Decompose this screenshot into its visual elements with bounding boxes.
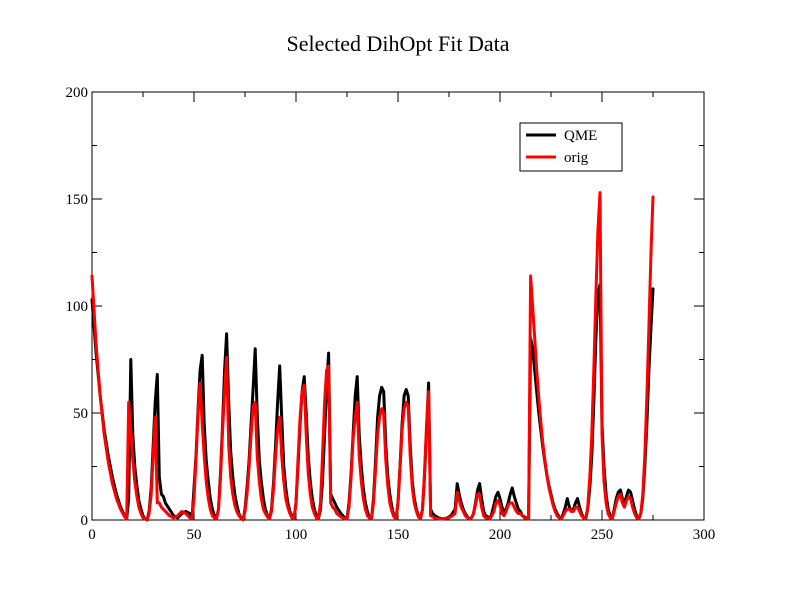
legend-box bbox=[519, 122, 623, 172]
x-tick-label: 100 bbox=[285, 527, 308, 543]
x-tick-label: 200 bbox=[489, 527, 512, 543]
y-tick-label: 0 bbox=[81, 513, 89, 529]
x-tick-label: 250 bbox=[591, 527, 614, 543]
legend-label-qme: QME bbox=[564, 128, 597, 144]
legend-label-orig: orig bbox=[564, 150, 589, 166]
series-line-qme bbox=[90, 283, 655, 522]
axis-ticks: 0 50 100 150 200 250 300 0 50 100 150 200 bbox=[66, 85, 716, 543]
chart-title: Selected DihOpt Fit Data bbox=[286, 31, 509, 56]
x-tick-label: 0 bbox=[88, 527, 96, 543]
y-tick-label: 200 bbox=[66, 85, 89, 101]
x-tick-label: 50 bbox=[187, 527, 202, 543]
y-tick-label: 50 bbox=[73, 406, 88, 422]
series-line-orig bbox=[90, 191, 655, 522]
y-tick-label: 150 bbox=[66, 192, 89, 208]
y-tick-label: 100 bbox=[66, 299, 89, 315]
x-tick-label: 150 bbox=[387, 527, 410, 543]
legend: QME orig bbox=[519, 122, 623, 172]
series-lines bbox=[90, 191, 655, 522]
x-tick-label: 300 bbox=[693, 527, 716, 543]
